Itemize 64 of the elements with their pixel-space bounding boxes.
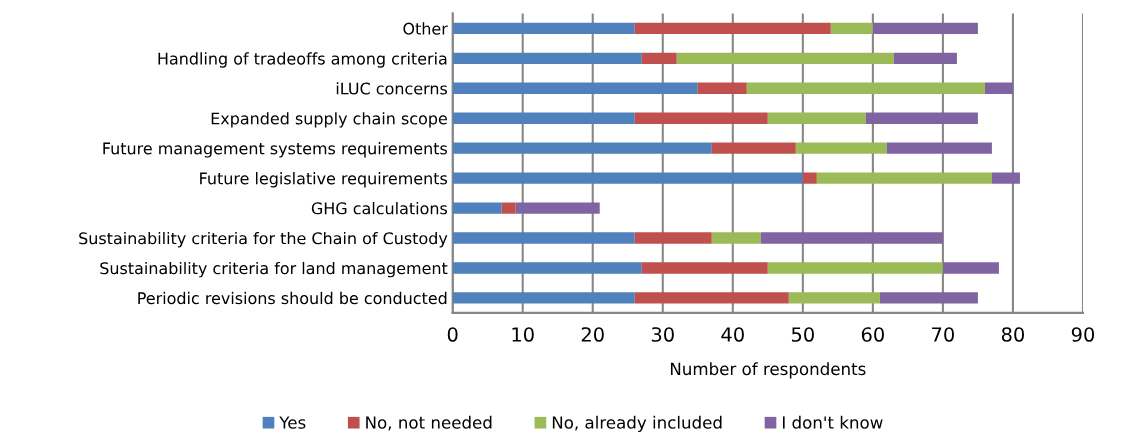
- legend-label: I don't know: [782, 415, 883, 429]
- bar: [788, 292, 880, 304]
- bar: [711, 232, 761, 244]
- x-tick-label: 70: [932, 327, 954, 342]
- bar: [515, 202, 600, 214]
- bar: [816, 172, 992, 184]
- legend-label: Yes: [279, 416, 306, 429]
- y-tick-label: Periodic revisions should be conducted: [138, 291, 447, 305]
- bar: [767, 112, 866, 124]
- bar: [634, 22, 831, 35]
- x-tick-label: 20: [581, 327, 604, 342]
- bar: [886, 142, 992, 154]
- bar: [984, 82, 1013, 94]
- x-tick-label: 0: [447, 327, 458, 342]
- bar: [746, 82, 985, 94]
- legend-label: No, not needed: [366, 415, 492, 431]
- bar: [865, 112, 978, 124]
- x-tick-label: 30: [651, 327, 674, 342]
- bar: [452, 202, 502, 214]
- bar: [872, 22, 978, 35]
- bar: [452, 112, 635, 124]
- y-tick-label: Handling of tradeoffs among criteria: [158, 52, 447, 68]
- x-tick-label: 40: [721, 327, 744, 342]
- bar: [641, 262, 768, 274]
- x-tick-label: 80: [1001, 327, 1025, 342]
- bar: [634, 292, 789, 304]
- bar: [634, 232, 712, 244]
- x-tick-label: 50: [791, 327, 814, 342]
- bar: [501, 202, 516, 214]
- bar: [452, 52, 642, 65]
- bar: [452, 262, 642, 274]
- bar: [676, 52, 894, 65]
- bar: [452, 172, 803, 184]
- x-axis-title: Number of respondents: [670, 362, 866, 379]
- x-tick-label: 90: [1071, 327, 1095, 342]
- y-tick-label: Sustainability criteria for land management: [100, 261, 448, 278]
- y-tick-label: Future management systems requirements: [103, 142, 448, 158]
- bar: [942, 262, 999, 274]
- bar: [760, 232, 943, 244]
- bar: [879, 292, 978, 304]
- bar: [452, 22, 635, 35]
- bar: [634, 112, 768, 124]
- bar: [452, 82, 698, 94]
- bar: [452, 232, 635, 244]
- y-tick-label: Other: [403, 22, 448, 35]
- y-tick-label: GHG calculations: [311, 202, 448, 215]
- y-tick-label: Sustainability criteria for the Chain of Custody: [79, 231, 448, 248]
- bar: [697, 82, 747, 94]
- bar: [711, 142, 796, 154]
- legend-label: No, already included: [552, 415, 722, 432]
- y-tick-label: iLUC concerns: [336, 82, 448, 95]
- bar: [795, 142, 887, 154]
- bar: [767, 262, 943, 274]
- bar: [893, 52, 957, 65]
- y-tick-label: Expanded supply chain scope: [211, 112, 447, 128]
- bar: [802, 172, 817, 184]
- x-tick-label: 60: [861, 327, 884, 342]
- bar: [830, 22, 873, 35]
- bar: [452, 292, 635, 304]
- bar: [641, 52, 677, 65]
- bar: [991, 172, 1020, 184]
- x-tick-label: 10: [512, 327, 534, 342]
- y-tick-label: Future legislative requirements: [200, 172, 448, 188]
- bar: [452, 142, 712, 154]
